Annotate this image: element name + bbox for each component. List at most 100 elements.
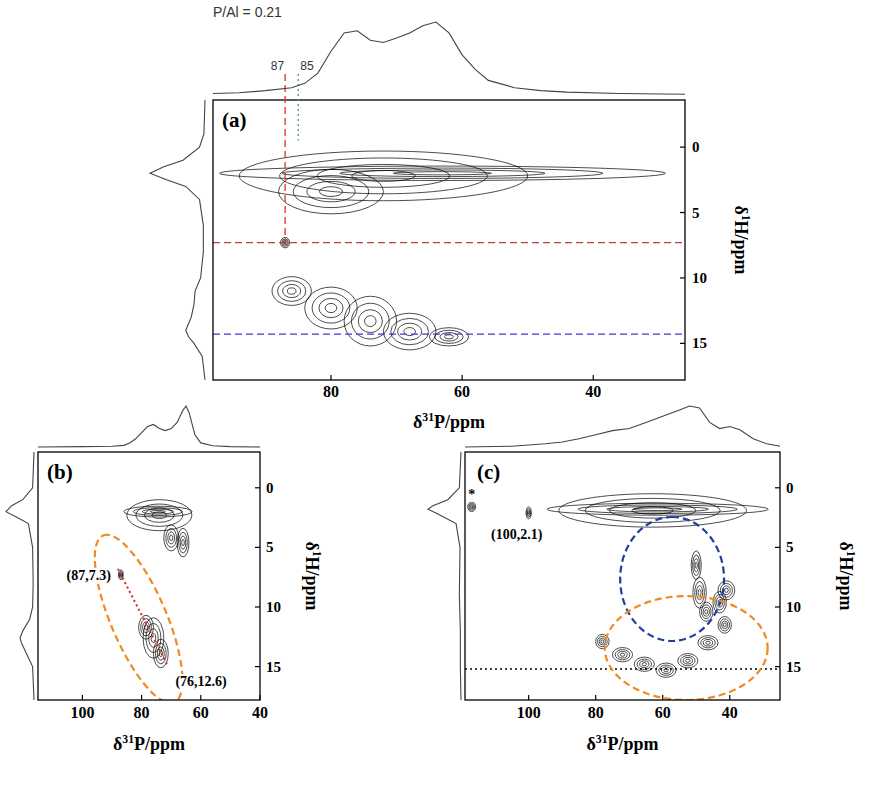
- x-tick-label: 80: [588, 704, 604, 721]
- contour: [659, 665, 673, 675]
- contour: [220, 166, 666, 180]
- annotation: *: [468, 487, 475, 502]
- contour: [723, 623, 726, 627]
- contour: [293, 176, 369, 208]
- contour: [435, 330, 463, 343]
- contour: [585, 498, 720, 522]
- y-tick-label: 10: [786, 599, 801, 615]
- contour: [325, 303, 337, 312]
- x-tick-label: 40: [252, 704, 268, 721]
- contour: [601, 640, 604, 643]
- x-tick-label: 40: [585, 383, 601, 400]
- y-tick-label: 10: [692, 270, 707, 286]
- contour: [698, 589, 701, 596]
- contour: [365, 316, 377, 327]
- contour: [686, 659, 690, 662]
- y-tick: [775, 547, 780, 548]
- contour: [683, 657, 692, 664]
- frame: [213, 100, 685, 380]
- contour: [136, 504, 183, 526]
- contour: [164, 525, 179, 551]
- y-projection: [428, 452, 461, 700]
- x-tick-label: 40: [722, 704, 738, 721]
- guide-line: [284, 74, 285, 243]
- y-tick-label: 0: [692, 139, 700, 155]
- y-tick: [775, 606, 780, 607]
- x-projection: [38, 406, 260, 447]
- panel: 100806040051015δ31P/ppmδ1H/ppm(c)*(100,2…: [428, 406, 857, 754]
- panel-letter: (c): [477, 460, 500, 484]
- contour: [177, 528, 189, 557]
- x-tick: [330, 375, 331, 380]
- contour: [527, 510, 529, 515]
- contour: [722, 621, 728, 629]
- contour: [144, 508, 174, 522]
- contour: [701, 638, 715, 648]
- contour: [470, 505, 474, 509]
- y-tick: [255, 606, 260, 607]
- contour: [283, 284, 301, 297]
- x-projection: [465, 406, 780, 447]
- contour: [127, 500, 192, 531]
- y-tick: [680, 277, 685, 278]
- contour: [725, 588, 729, 592]
- contour: [700, 602, 713, 621]
- contour: [656, 663, 676, 677]
- contour: [278, 281, 306, 302]
- contour: [698, 636, 718, 650]
- x-tick-label: 100: [517, 704, 541, 721]
- contour: [633, 508, 682, 511]
- guide-line: [213, 334, 685, 335]
- contour: [152, 512, 166, 519]
- contour: [693, 577, 706, 608]
- y-tick-label: 5: [692, 205, 700, 221]
- y-tick-label: 10: [266, 599, 281, 615]
- panel: 100806040051015δ31P/ppmδ1H/ppm(b)(87,7.3…: [6, 406, 323, 754]
- contour: [640, 661, 649, 668]
- annotation-group: (76,12.6): [174, 674, 228, 690]
- contour: [527, 509, 531, 518]
- contour: [559, 494, 747, 527]
- contour: [642, 663, 646, 666]
- y-projection: [6, 452, 34, 700]
- contour: [272, 277, 311, 306]
- contour: [694, 559, 699, 572]
- region: [620, 517, 724, 641]
- label-patch: [467, 487, 476, 502]
- contour: [547, 503, 768, 515]
- contour: [632, 507, 673, 514]
- guide-label: 87: [271, 59, 285, 73]
- y-axis-title: δ1H/ppm: [836, 541, 857, 610]
- y-projection: [150, 100, 205, 380]
- contour: [179, 532, 188, 553]
- y-axis-title: δ1H/ppm: [302, 541, 323, 610]
- contour: [705, 610, 708, 614]
- y-tick: [255, 666, 260, 667]
- y-tick-label: 15: [786, 659, 801, 675]
- panel-letter: (b): [47, 460, 73, 484]
- contour: [429, 328, 468, 346]
- panel: 8785806040051015δ31P/ppmδ1H/ppm(a)P/Al =…: [150, 4, 752, 432]
- panel-letter: (a): [222, 108, 247, 132]
- plot-area: [77, 500, 199, 700]
- contour: [526, 507, 531, 519]
- annotation: (76,12.6): [175, 674, 227, 690]
- y-tick: [680, 147, 685, 148]
- contour: [168, 532, 175, 544]
- contour: [445, 335, 454, 339]
- x-tick-label: 60: [454, 383, 470, 400]
- contour: [678, 654, 698, 668]
- guide-line: [298, 74, 299, 141]
- x-tick: [528, 695, 529, 700]
- x-axis-title: δ31P/ppm: [413, 411, 485, 432]
- y-tick-label: 5: [266, 539, 274, 555]
- subtitle: P/Al = 0.21: [213, 4, 282, 20]
- guide-label: 85: [300, 59, 314, 73]
- contour: [468, 502, 476, 512]
- contour: [691, 551, 701, 580]
- contour: [620, 653, 624, 656]
- contour: [637, 659, 651, 669]
- x-tick-label: 60: [655, 704, 671, 721]
- plot-area: [213, 151, 685, 350]
- annotation-group: (87,7.3): [66, 568, 113, 584]
